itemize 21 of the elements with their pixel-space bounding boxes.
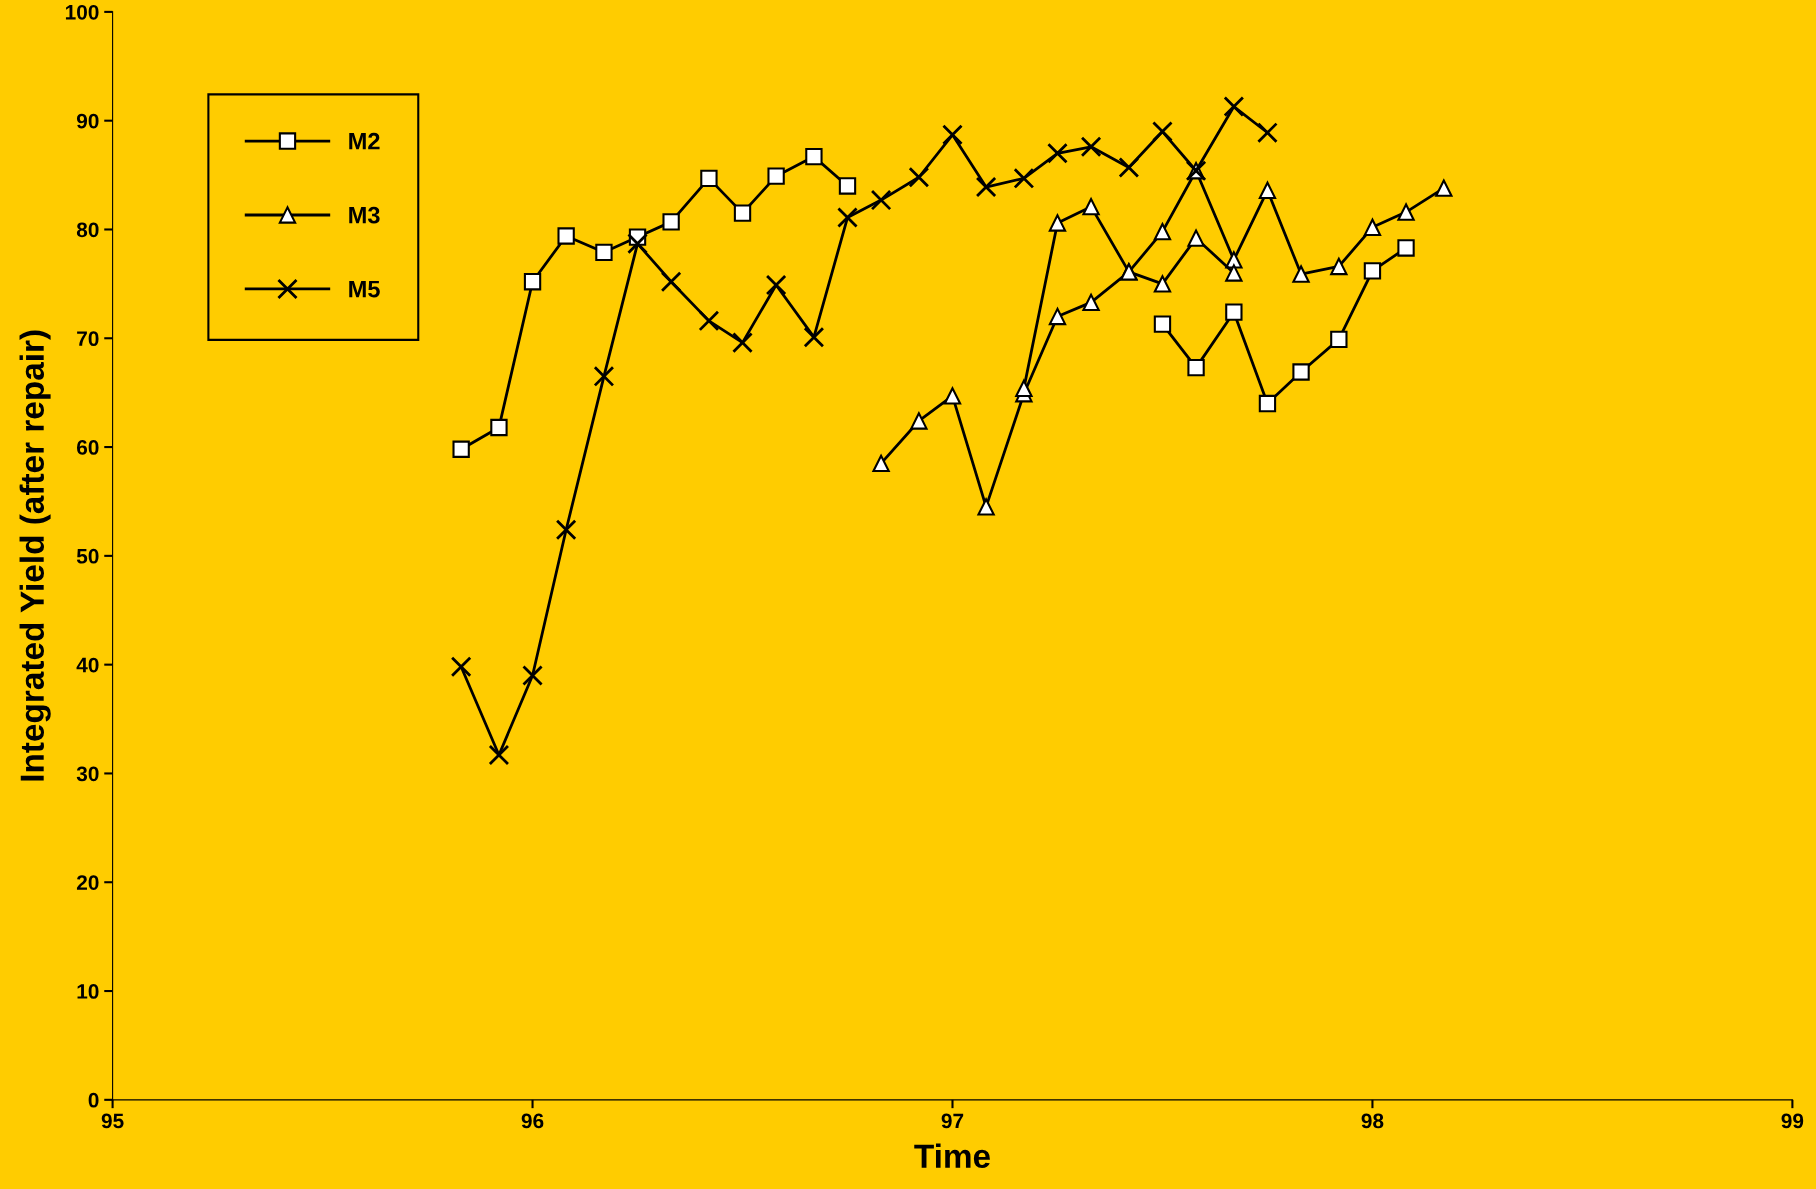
legend-label: M5 [349,280,380,298]
y-tick-label: 80 [76,222,99,238]
x-tick-label: 96 [521,1113,544,1129]
y-tick-label: 90 [76,113,99,129]
y-tick-label: 40 [76,657,99,673]
legend-label: M3 [349,206,380,224]
y-tick-label: 50 [76,548,99,564]
x-tick-label: 99 [1781,1113,1804,1129]
legend-label: M2 [349,132,380,150]
y-tick-label: 10 [77,984,99,999]
y-tick-label: 0 [88,1092,99,1108]
y-tick-label: 30 [76,766,99,782]
x-tick-label: 97 [941,1113,964,1129]
y-axis-title: Integrated Yield (after repair) [19,330,51,781]
y-tick-label: 60 [76,440,99,455]
x-tick-label: 98 [1361,1113,1384,1129]
y-tick-label: 70 [77,331,99,347]
x-tick-label: 95 [101,1113,124,1129]
y-tick-label: 100 [65,4,99,20]
y-tick-label: 20 [76,875,99,890]
x-axis-title: Time [914,1143,990,1169]
